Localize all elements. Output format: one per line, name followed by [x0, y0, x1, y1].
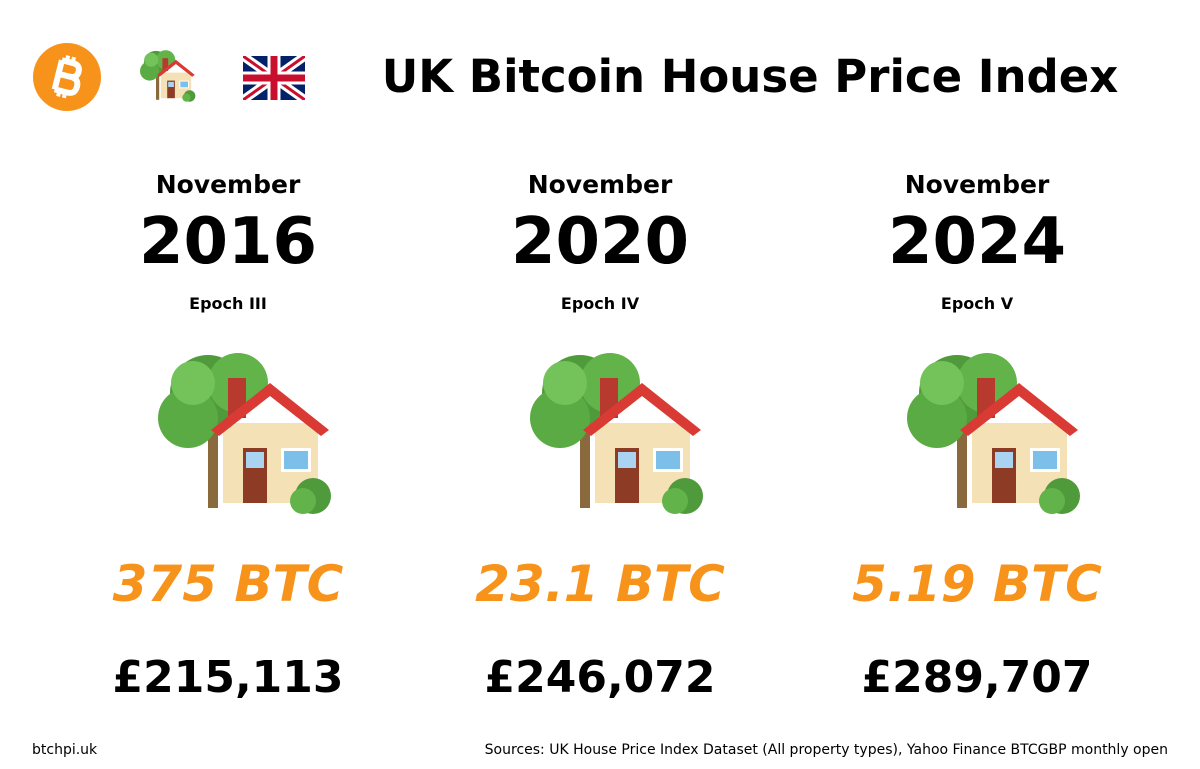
month: November: [527, 170, 673, 199]
epoch-column: November 2016 Epoch III 375 BTC £215,113: [38, 0, 418, 769]
house-art: [530, 353, 703, 514]
year: 2024: [887, 205, 1067, 279]
sources: Sources: UK House Price Index Dataset (A…: [484, 742, 1168, 758]
site: btchpi.uk: [32, 742, 98, 758]
gbp: £289,707: [861, 652, 1093, 703]
epoch: Epoch IV: [560, 294, 640, 313]
btc: 5.19 BTC: [852, 555, 1102, 613]
epoch-column: November 2020 Epoch IV 23.1 BTC £246,072: [410, 0, 790, 769]
month: November: [904, 170, 1050, 199]
btc: 23.1 BTC: [475, 555, 725, 613]
house-art: [907, 353, 1080, 514]
house-image: [530, 353, 703, 514]
gbp: £215,113: [112, 652, 344, 703]
year: 2020: [510, 205, 690, 279]
gbp: £246,072: [484, 652, 716, 703]
year: 2016: [138, 205, 318, 279]
epoch: Epoch V: [940, 294, 1014, 313]
month: November: [155, 170, 301, 199]
house-image: [907, 353, 1080, 514]
house-art: [158, 353, 331, 514]
title: UK Bitcoin House Price Index: [381, 50, 1119, 103]
epoch-column: November 2024 Epoch V 5.19 BTC £289,707: [787, 0, 1167, 769]
bitcoin-logo: [33, 43, 101, 111]
uk-flag: [243, 56, 305, 100]
btc: 375 BTC: [112, 555, 344, 613]
epoch: Epoch III: [189, 294, 267, 313]
house-image: [158, 353, 331, 514]
